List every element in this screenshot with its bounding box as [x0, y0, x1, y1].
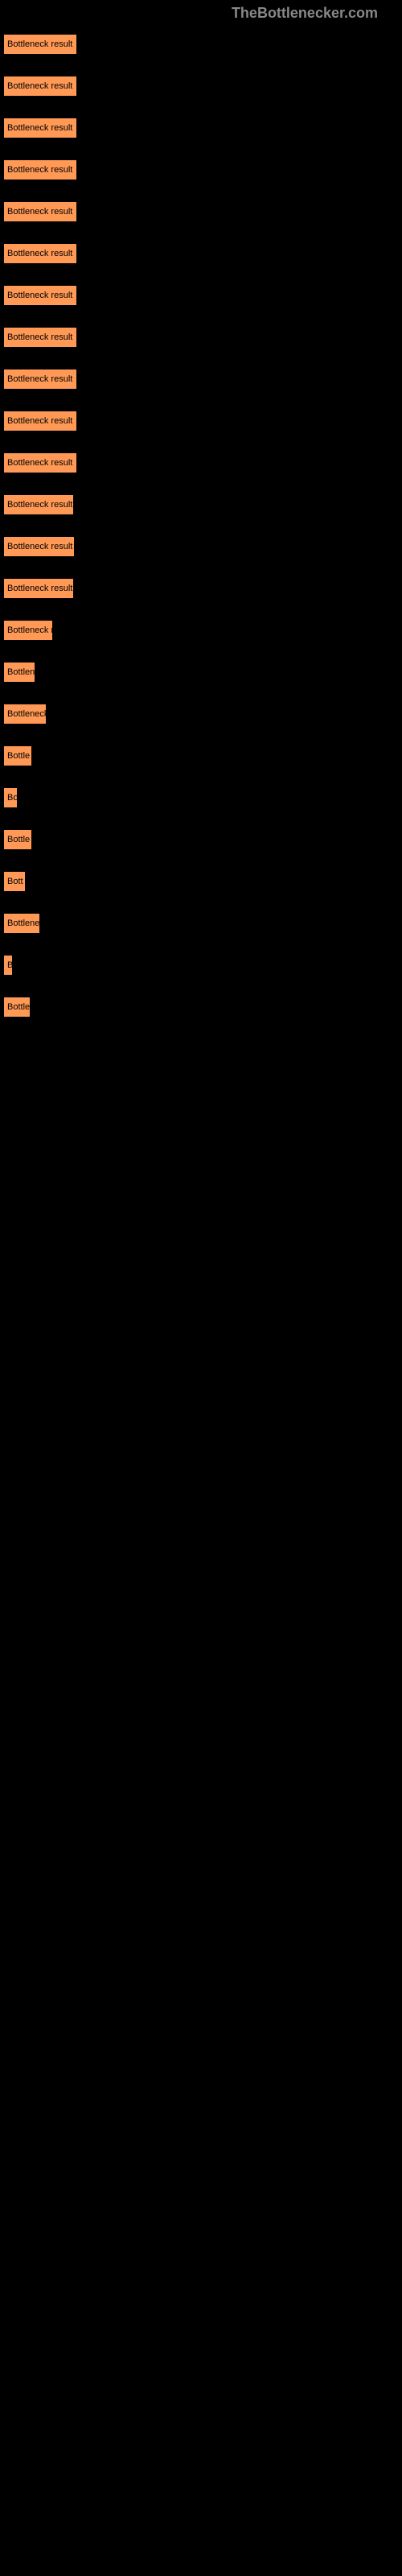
- bar: Bottleneck result: [3, 243, 77, 264]
- bar: Bottleneck result: [3, 578, 74, 599]
- bar-label: Bottleneck result: [7, 81, 72, 91]
- bar-label: Bottle: [7, 1002, 30, 1012]
- bar-label: Bottleneck result: [7, 416, 72, 426]
- bar-row: Bottleneck result: [3, 567, 402, 607]
- bar-label: B: [7, 960, 13, 970]
- bar: Bottleneck result: [3, 76, 77, 97]
- bar-row: Bottleneck result: [3, 23, 402, 63]
- bar: Bottleneck result: [3, 536, 75, 557]
- bar-label: Bottle: [7, 751, 30, 761]
- bar-row: Bottleneck result: [3, 525, 402, 565]
- bar-label: Bottleneck result: [7, 207, 72, 217]
- bar-row: Bottleneck result: [3, 64, 402, 105]
- bar: Bottleneck result: [3, 452, 77, 473]
- bar: Bottleneck result: [3, 118, 77, 138]
- bar: Bottle: [3, 997, 31, 1018]
- bar-row: Bottleneck result: [3, 274, 402, 314]
- bar-label: Bo: [7, 793, 18, 803]
- bar: B: [3, 955, 13, 976]
- bar-row: B: [3, 943, 402, 984]
- bar-row: Bott: [3, 860, 402, 900]
- bar-row: Bottleneck result: [3, 148, 402, 188]
- bar-label: Bottlene: [7, 919, 39, 928]
- bar-label: Bottlen: [7, 667, 35, 677]
- bar: Bottleneck result: [3, 285, 77, 306]
- bar: Bott: [3, 871, 26, 892]
- bar: Bottleneck result: [3, 369, 77, 390]
- bar: Bottleneck result: [3, 494, 74, 515]
- bar-chart: Bottleneck result Bottleneck result Bottle…: [0, 0, 402, 1026]
- bar-row: Bo: [3, 776, 402, 816]
- bar-row: Bottleneck result: [3, 106, 402, 147]
- bar: Bottleneck result: [3, 201, 77, 222]
- bar-label: Bottleneck result: [7, 165, 72, 175]
- bar-row: Bottleneck result: [3, 357, 402, 398]
- bar-row: Bottleneck result: [3, 483, 402, 523]
- bar-label: Bottleneck result: [7, 500, 72, 510]
- bar: Bottlene: [3, 913, 40, 934]
- bar: Bottle: [3, 745, 32, 766]
- bar-row: Bottleneck: [3, 692, 402, 733]
- bar-row: Bottleneck result: [3, 441, 402, 481]
- watermark-text: TheBottlenecker.com: [232, 5, 378, 22]
- bar: Bottle: [3, 829, 32, 850]
- bar-label: Bottleneck result: [7, 332, 72, 342]
- bar: Bottlen: [3, 662, 35, 683]
- bar-row: Bottleneck result: [3, 190, 402, 230]
- bar-label: Bottleneck: [7, 709, 47, 719]
- bar-label: Bottleneck result: [7, 123, 72, 133]
- bar-label: Bott: [7, 877, 23, 886]
- bar-label: Bottleneck result: [7, 458, 72, 468]
- bar-label: Bottle: [7, 835, 30, 844]
- bar-row: Bottleneck result: [3, 316, 402, 356]
- bar-row: Bottlene: [3, 902, 402, 942]
- bar-label: Bottleneck result: [7, 249, 72, 258]
- bar-label: Bottleneck result: [7, 542, 72, 551]
- bar-label: Bottleneck result: [7, 39, 72, 49]
- bar: Bottleneck result: [3, 327, 77, 348]
- bar: Bottleneck result: [3, 34, 77, 55]
- bar: Bo: [3, 787, 18, 808]
- bar-row: Bottle: [3, 818, 402, 858]
- bar-row: Bottleneck result: [3, 399, 402, 440]
- bar-row: Bottle: [3, 985, 402, 1026]
- bar-label: Bottleneck result: [7, 374, 72, 384]
- bar-label: Bottleneck result: [7, 584, 72, 593]
- bar-label: Bottleneck r: [7, 625, 53, 635]
- bar-row: Bottle: [3, 734, 402, 774]
- bar: Bottleneck: [3, 704, 47, 724]
- bar-row: Bottlen: [3, 650, 402, 691]
- bar-row: Bottleneck result: [3, 232, 402, 272]
- bar: Bottleneck result: [3, 159, 77, 180]
- bar-label: Bottleneck result: [7, 291, 72, 300]
- bar-row: Bottleneck r: [3, 609, 402, 649]
- bar: Bottleneck result: [3, 411, 77, 431]
- bar: Bottleneck r: [3, 620, 53, 641]
